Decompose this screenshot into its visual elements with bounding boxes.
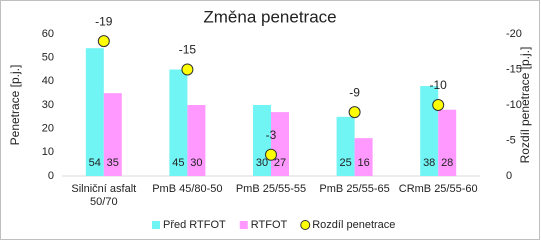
- point-value-label: -15: [179, 43, 197, 57]
- bar: [169, 69, 188, 176]
- y2-tick-label: -10: [506, 99, 522, 111]
- y-tick-label: 20: [42, 123, 54, 135]
- scatter-point: [265, 148, 277, 161]
- scatter-point: [181, 63, 194, 76]
- bar-value-label: 30: [256, 157, 268, 169]
- legend-marker: [300, 220, 311, 230]
- point-value-label: -10: [430, 78, 448, 92]
- y-tick-label: 0: [48, 170, 54, 182]
- scatter-point: [97, 35, 110, 48]
- y-tick-label: 40: [42, 75, 54, 87]
- legend-label: Rozdíl penetrace: [312, 219, 395, 231]
- y-tick-label: 10: [42, 146, 54, 158]
- bar-value-label: 35: [107, 157, 119, 169]
- bar: [103, 93, 122, 176]
- bar-value-label: 38: [423, 157, 435, 169]
- chart-title: Změna penetrace: [203, 7, 336, 26]
- x-tick-label: Silniční asfalt 50/70: [71, 183, 137, 208]
- point-value-label: -9: [349, 85, 360, 99]
- legend-marker: [152, 221, 160, 229]
- y-axis-title: Penetrace [p.j.]: [8, 65, 22, 146]
- point-value-label: -3: [266, 128, 277, 142]
- scatter-point: [432, 99, 445, 111]
- x-tick-label: PmB 45/80-50: [152, 183, 223, 195]
- legend-label: Před RTFOT: [163, 219, 226, 231]
- bar: [354, 138, 373, 176]
- legend-marker: [239, 221, 248, 229]
- y2-axis-title: Rozdíl penetrace [p.j.]: [518, 47, 532, 164]
- bar: [438, 109, 457, 176]
- x-tick-label: PmB 25/55-55: [235, 183, 307, 195]
- bar-value-label: 28: [441, 157, 453, 169]
- y-tick-label: 30: [42, 99, 54, 111]
- point-value-label: -19: [95, 14, 113, 28]
- bar-value-label: 54: [89, 157, 101, 169]
- y2-tick-label: -20: [506, 28, 522, 40]
- bar: [336, 116, 355, 176]
- bar-value-label: 25: [339, 157, 351, 169]
- bar: [85, 48, 104, 177]
- legend-label: RTFOT: [251, 219, 288, 231]
- bar-value-label: 30: [190, 157, 202, 169]
- bar-value-label: 45: [172, 157, 184, 169]
- y2-tick-label: -5: [506, 134, 516, 146]
- x-tick-label: CRmB 25/55-60: [398, 183, 478, 195]
- y-tick-label: 60: [42, 28, 54, 40]
- bar: [271, 112, 289, 176]
- y2-tick-label: 0: [506, 170, 512, 182]
- bar: [187, 105, 206, 176]
- y2-tick-label: -15: [506, 63, 522, 75]
- x-tick-label: PmB 25/55-65: [319, 183, 390, 195]
- scatter-point: [348, 106, 361, 119]
- bar-value-label: 16: [357, 157, 369, 169]
- bar-value-label: 27: [274, 157, 286, 169]
- y-tick-label: 50: [42, 52, 54, 64]
